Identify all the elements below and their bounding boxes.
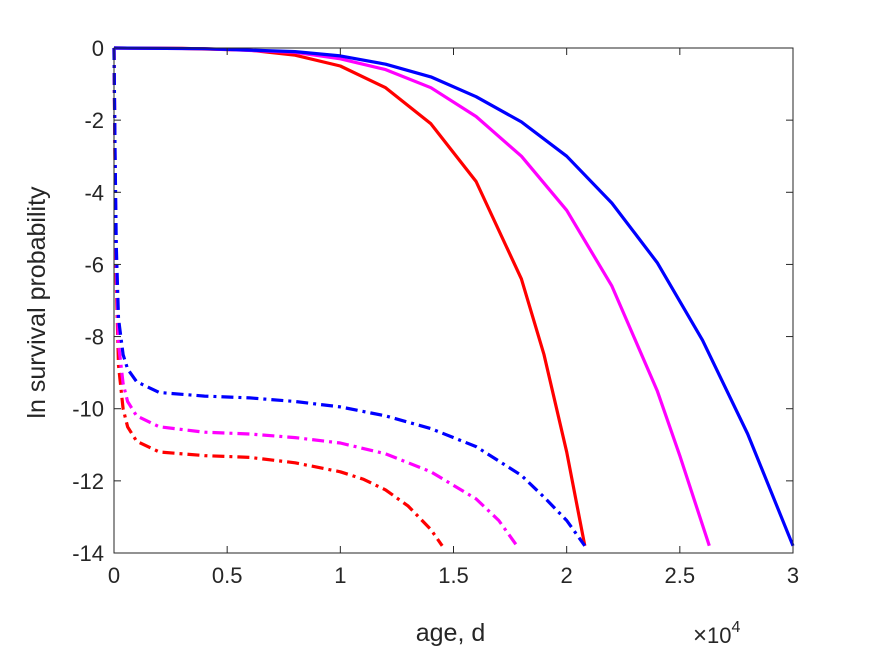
y-axis-label: ln survival probability [23,186,51,419]
y-tick-label-2: -4 [84,180,104,205]
y-tick-label-4: -8 [84,325,104,350]
y-tick-label-7: -14 [72,541,104,566]
series-line-6 [112,47,587,547]
x-axis-label: age, d [416,619,486,647]
y-tick-label-0: 0 [92,36,104,61]
x-multiplier-exponent: 4 [732,619,741,636]
x-tick-label-6: 3 [787,563,799,588]
x-multiplier-base: 10 [707,623,731,648]
y-tick-label-3: -6 [84,252,104,277]
x-tick-label-5: 2.5 [665,563,696,588]
x-tick-label-3: 1.5 [438,563,469,588]
series-layer [112,46,795,547]
tick-labels-layer: 0 0.5 1 1.5 2 2.5 3 0 -2 -4 -6 -8 -10 -12 -14 [72,36,799,588]
ticks-layer [113,47,794,554]
y-tick-label-5: -10 [72,397,104,422]
y-tick-label-1: -2 [84,108,104,133]
series-line-4 [112,47,444,547]
x-tick-label-0: 0 [108,563,120,588]
x-axis-multiplier: ×104 [693,619,741,649]
y-tick-label-6: -12 [72,469,104,494]
x-tick-label-2: 1 [334,563,346,588]
x-tick-label-1: 0.5 [212,563,243,588]
x-multiplier-times: × [693,622,707,649]
series-line-3 [113,46,795,547]
x-tick-label-4: 2 [561,563,573,588]
